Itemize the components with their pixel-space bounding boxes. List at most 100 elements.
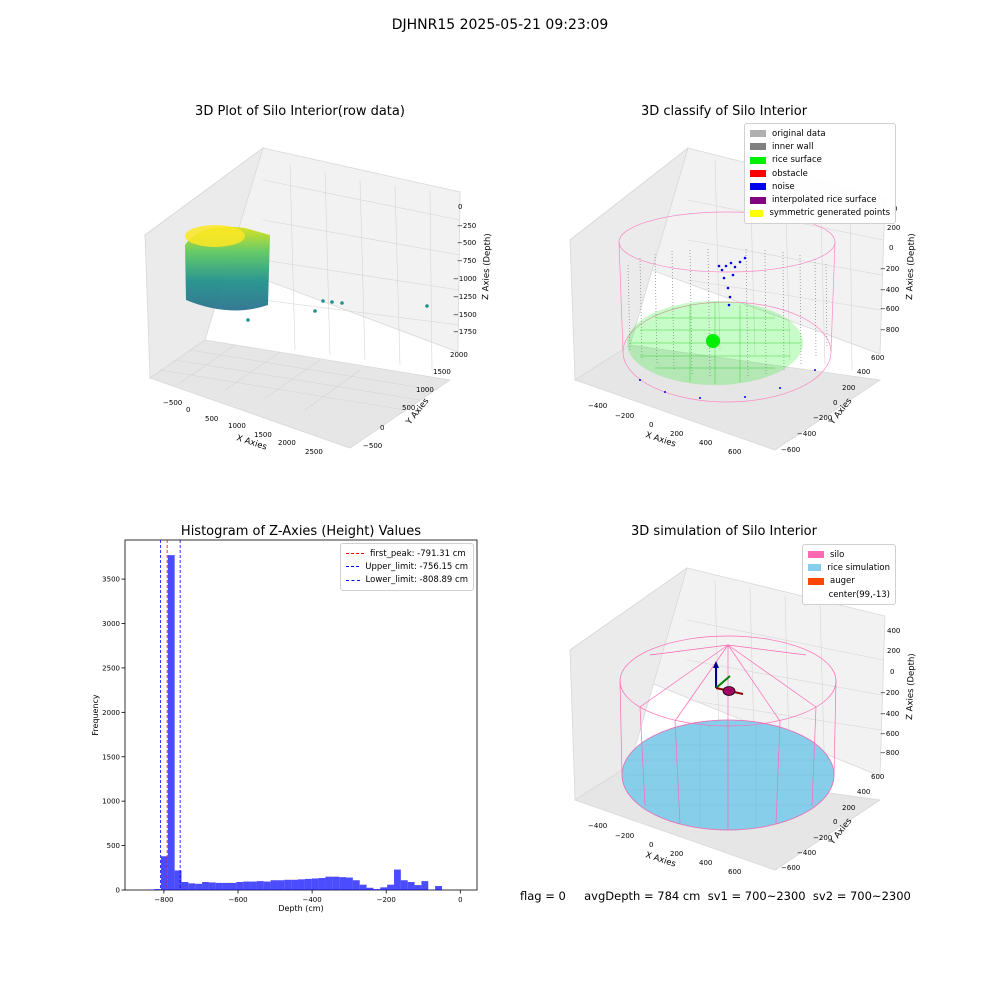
panel1-y-tick: 1500 [433,368,451,376]
panel1-y-tick: −500 [363,442,382,450]
line-first-peak [346,553,364,555]
histogram-bar [380,887,388,890]
panel4-legend: silo rice simulation auger center(99,-13… [802,544,896,606]
histogram-bar [394,869,401,890]
panel1-z-tick: −750 [457,257,476,265]
histogram-bar [174,870,182,890]
panel2-y-tick: 200 [842,384,855,392]
swatch-symmetric [750,209,764,217]
panel2-x-tick: 600 [728,448,741,456]
histogram-y-tick: 2500 [102,664,120,672]
panel4-z-tick: −800 [880,749,899,757]
swatch-interpolated [750,196,766,204]
histogram-y-tick: 3500 [102,576,120,584]
swatch-inner-wall [750,143,766,151]
histogram-bar [332,876,340,890]
histogram-x-label: Depth (cm) [278,904,323,913]
panel2-y-tick: −200 [813,414,832,422]
panel4-y-tick: −400 [797,849,816,857]
panel4-3d-plot: −400 −200 0 200 400 600 −600 −400 −200 0… [569,567,917,876]
histogram-bar [160,856,168,890]
panel1-y-tick: 500 [402,404,415,412]
panel4-y-tick: −600 [781,864,800,872]
panel2-y-tick: 600 [871,354,884,362]
panel1-x-tick: −500 [163,399,182,407]
legend-entry: noise [750,180,890,193]
histogram-vlines [160,540,181,890]
legend-entry: auger [808,575,890,588]
panel1-title: 3D Plot of Silo Interior(row data) [195,104,405,119]
histogram-y-tick: 3000 [102,620,120,628]
histogram-x-tick: −800 [154,896,173,904]
panel4-x-tick: −400 [588,822,607,830]
panel1-y-tick: 2000 [450,351,468,359]
panel1-silo-points [185,226,270,311]
swatch-noise [750,183,766,191]
panel1-z-tick: 0 [458,203,462,211]
panel2-x-tick: −400 [588,402,607,410]
histogram-bar [208,882,216,890]
histogram-bar [318,878,326,890]
legend-entry: symmetric generated points [750,207,890,220]
histogram-x-tick: −600 [228,896,247,904]
histogram-x-tick: −400 [302,896,321,904]
panel4-auger [722,686,736,696]
status-footer: flag = 0 avgDepth = 784 cm sv1 = 700~230… [520,889,911,903]
histogram-bar [366,887,374,890]
panel4-title: 3D simulation of Silo Interior [631,524,817,539]
histogram-bar [291,879,299,890]
panel2-z-tick: −600 [880,305,899,313]
histogram-y-tick: 500 [107,842,120,850]
histogram-bar [236,882,244,890]
histogram-bar [202,882,209,890]
histogram-bars [147,555,442,890]
panel2-z-label: Z Axies (Depth) [905,233,917,300]
panel1-z-tick: −1250 [453,293,477,301]
histogram-bar [359,884,367,890]
panel1-z-tick: −250 [457,222,476,230]
histogram-bar [243,881,251,890]
panel2-legend: original data inner wall rice surface ob… [744,123,896,225]
panel2-z-tick: 200 [887,224,900,232]
histogram-bar [421,881,429,890]
histogram-y-tick: 1500 [102,753,120,761]
panel2-y-tick: 400 [857,368,870,376]
legend-entry: obstacle [750,167,890,180]
panel4-z-tick: −600 [880,730,899,738]
histogram-bar [407,882,415,890]
histogram-bar [277,880,285,890]
histogram-bar [154,889,161,890]
histogram-bar [250,881,257,890]
panel4-z-tick: 0 [890,668,894,676]
line-lower-limit [346,579,360,581]
panel1-z-tick: −500 [457,239,476,247]
histogram-bar [167,555,175,890]
panel1-x-tick: 2500 [305,448,323,456]
panel2-z-tick: 0 [889,244,893,252]
panel2-y-tick: −400 [797,430,816,438]
histogram-bar [400,880,408,890]
legend-entry: inner wall [750,140,890,153]
panel1-y-tick: 0 [380,424,384,432]
histogram-y-ticks: 0 500 1000 1500 2000 2500 3000 3500 [102,576,125,895]
panel3-title: Histogram of Z-Axies (Height) Values [180,524,422,539]
histogram-legend: first_peak: -791.31 cm Upper_limit: -756… [340,543,474,591]
swatch-silo [808,551,824,559]
panel2-x-tick: −200 [615,412,634,420]
legend-entry: rice surface [750,154,890,167]
histogram-bar [195,883,203,890]
histogram-y-tick: 1000 [102,798,120,806]
legend-entry: Upper_limit: -756.15 cm [346,560,468,573]
histogram-bar [222,882,230,890]
histogram-bar [229,882,237,890]
panel2-x-tick: 200 [670,430,683,438]
panel1-x-tick: 500 [205,415,218,423]
swatch-rice-surface [750,156,766,164]
histogram-bar [263,881,271,890]
swatch-original-data [750,130,766,138]
histogram-bar [215,882,223,890]
panel4-x-tick: 600 [728,868,741,876]
panel4-x-tick: 200 [670,850,683,858]
panel4-z-tick: 400 [887,627,900,635]
figure-suptitle: DJHNR15 2025-05-21 09:23:09 [391,17,609,33]
